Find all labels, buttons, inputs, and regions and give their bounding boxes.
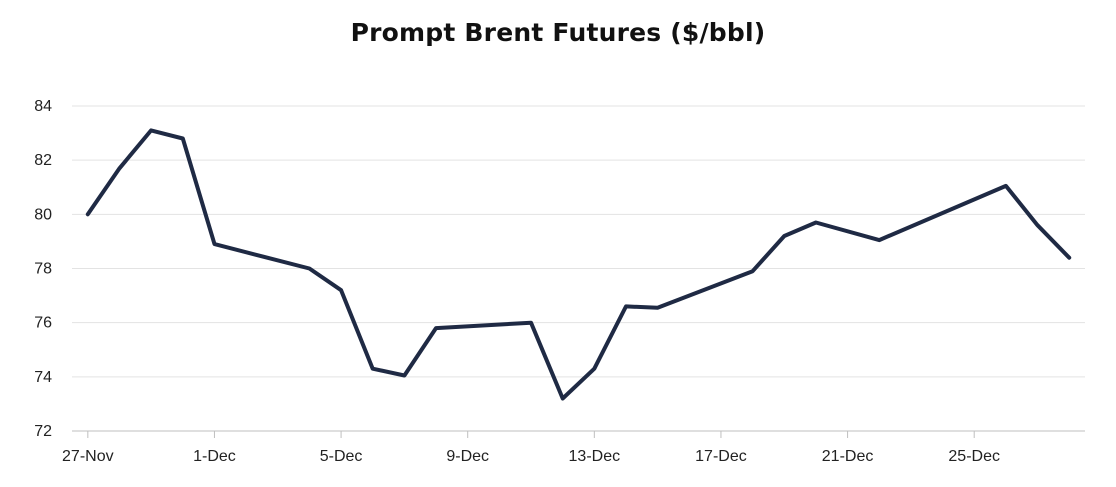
data-point (1036, 223, 1040, 227)
x-tick-label: 17-Dec (695, 448, 747, 465)
data-point (656, 306, 660, 310)
y-tick-label: 82 (34, 152, 52, 169)
data-point (402, 373, 406, 377)
chart-title: Prompt Brent Futures ($/bbl) (350, 18, 766, 47)
data-point (149, 128, 153, 132)
data-point (624, 304, 628, 308)
series-line (85, 128, 1072, 401)
series-layer (85, 128, 1072, 401)
data-point (814, 220, 818, 224)
data-point (434, 326, 438, 330)
y-tick-label: 74 (34, 369, 52, 386)
data-point (877, 238, 881, 242)
x-tick-label: 25-Dec (948, 448, 1000, 465)
x-tick-label: 27-Nov (62, 448, 114, 465)
y-tick-label: 76 (34, 315, 52, 332)
data-point (86, 212, 90, 216)
data-point (592, 367, 596, 371)
data-point (371, 367, 375, 371)
data-point (307, 267, 311, 271)
x-tick-label: 9-Dec (446, 448, 489, 465)
data-point (1004, 184, 1008, 188)
data-point (339, 288, 343, 292)
data-point (529, 321, 533, 325)
data-point (782, 234, 786, 238)
x-tick-label: 5-Dec (320, 448, 363, 465)
y-tick-label: 80 (34, 206, 52, 223)
y-tick-label: 72 (34, 423, 52, 440)
data-point (751, 269, 755, 273)
data-point (117, 166, 121, 170)
x-tick-label: 1-Dec (193, 448, 236, 465)
data-point (561, 397, 565, 401)
x-tick-label: 21-Dec (822, 448, 874, 465)
axes: 72 74 76 78 80 82 84 27-Nov 1-Dec 5-Dec 9-Dec 13-De… (34, 98, 1085, 465)
data-point (1067, 256, 1071, 260)
x-tick-label: 13-Dec (569, 448, 621, 465)
gridlines (72, 105, 1085, 378)
data-point (181, 137, 185, 141)
data-point (212, 242, 216, 246)
y-tick-label: 78 (34, 261, 52, 278)
y-tick-label: 84 (34, 98, 52, 115)
